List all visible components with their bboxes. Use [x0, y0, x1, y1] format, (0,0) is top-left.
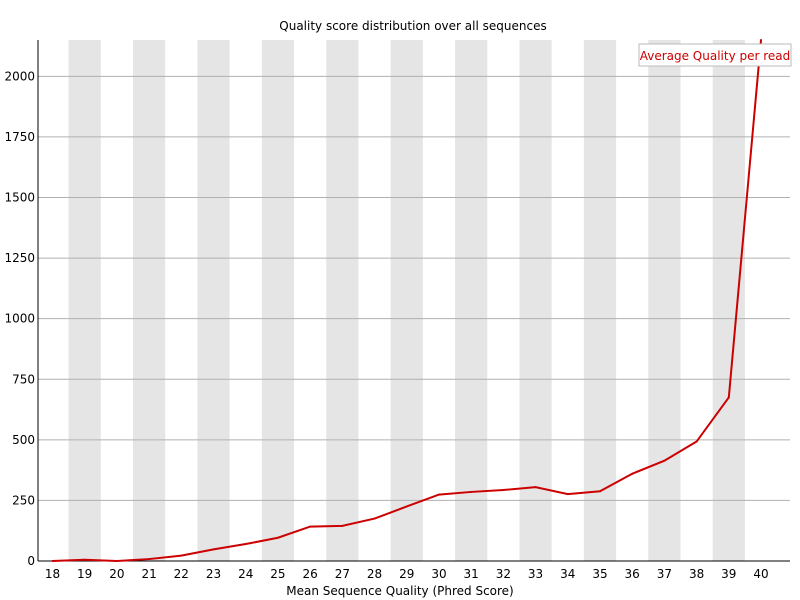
- x-tick-40: 40: [753, 567, 768, 581]
- x-tick-30: 30: [431, 567, 446, 581]
- x-tick-31: 31: [464, 567, 479, 581]
- point-37: [663, 459, 666, 462]
- point-29: [405, 505, 408, 508]
- band-25: [261, 40, 295, 561]
- point-35: [598, 490, 601, 493]
- point-19: [83, 558, 86, 561]
- x-tick-34: 34: [560, 567, 575, 581]
- point-31: [470, 490, 473, 493]
- band-35: [583, 40, 617, 561]
- x-tick-19: 19: [77, 567, 92, 581]
- point-39: [727, 396, 730, 399]
- point-34: [566, 493, 569, 496]
- band-39: [712, 40, 745, 561]
- band-31: [455, 40, 488, 561]
- point-20: [115, 560, 118, 562]
- point-38: [695, 440, 698, 443]
- y-tick-2000: 2000: [4, 69, 35, 83]
- band-29: [390, 40, 423, 561]
- x-tick-29: 29: [399, 567, 414, 581]
- x-tick-27: 27: [335, 567, 350, 581]
- y-tick-1000: 1000: [4, 312, 35, 326]
- x-tick-39: 39: [721, 567, 736, 581]
- x-tick-labels: 18 19 20 21 22 23 24 25 26 27 28 29 30 31 32 33 34 35 36 37…: [45, 567, 769, 581]
- x-tick-25: 25: [270, 567, 285, 581]
- y-tick-1250: 1250: [4, 251, 35, 265]
- x-tick-22: 22: [174, 567, 189, 581]
- x-tick-18: 18: [45, 567, 60, 581]
- point-32: [502, 488, 505, 491]
- point-26: [309, 525, 312, 528]
- x-tick-23: 23: [206, 567, 221, 581]
- x-tick-24: 24: [238, 567, 253, 581]
- y-tick-labels: 0 250 500 750 1000 1250 1500 1750 2000: [4, 69, 35, 568]
- x-tick-37: 37: [657, 567, 672, 581]
- series-points: [51, 39, 763, 562]
- point-22: [180, 554, 183, 557]
- x-tick-21: 21: [141, 567, 156, 581]
- point-25: [276, 536, 279, 539]
- x-tick-20: 20: [109, 567, 124, 581]
- point-24: [244, 543, 247, 546]
- band-19: [68, 40, 101, 561]
- chart-title: Quality score distribution over all sequ…: [279, 19, 546, 33]
- band-23: [197, 40, 230, 561]
- legend: Average Quality per read: [638, 43, 792, 67]
- x-tick-35: 35: [592, 567, 607, 581]
- x-tick-38: 38: [689, 567, 704, 581]
- legend-box: [638, 43, 792, 67]
- y-tick-500: 500: [12, 433, 35, 447]
- point-30: [437, 493, 440, 496]
- x-tick-28: 28: [367, 567, 382, 581]
- point-18: [51, 560, 54, 562]
- gridlines: [38, 75, 790, 501]
- y-tick-750: 750: [12, 372, 35, 386]
- point-28: [373, 517, 376, 520]
- y-tick-1500: 1500: [4, 191, 35, 205]
- point-21: [148, 558, 151, 561]
- y-tick-0: 0: [27, 554, 35, 568]
- point-27: [341, 524, 344, 527]
- alternating-bands: [68, 40, 745, 561]
- band-27: [326, 40, 359, 561]
- x-tick-33: 33: [528, 567, 543, 581]
- point-23: [212, 548, 215, 551]
- band-21: [133, 40, 166, 561]
- point-36: [631, 472, 634, 475]
- x-tick-26: 26: [302, 567, 317, 581]
- band-37: [648, 40, 681, 561]
- x-tick-32: 32: [496, 567, 511, 581]
- x-tick-36: 36: [625, 567, 640, 581]
- legend-entry-average-quality: Average Quality per read: [640, 49, 791, 63]
- y-tick-250: 250: [12, 493, 35, 507]
- y-tick-1750: 1750: [4, 130, 35, 144]
- x-axis-label: Mean Sequence Quality (Phred Score): [286, 584, 514, 598]
- axes: [37, 40, 790, 562]
- band-33: [519, 40, 552, 561]
- point-40: [760, 39, 763, 41]
- point-33: [534, 486, 537, 489]
